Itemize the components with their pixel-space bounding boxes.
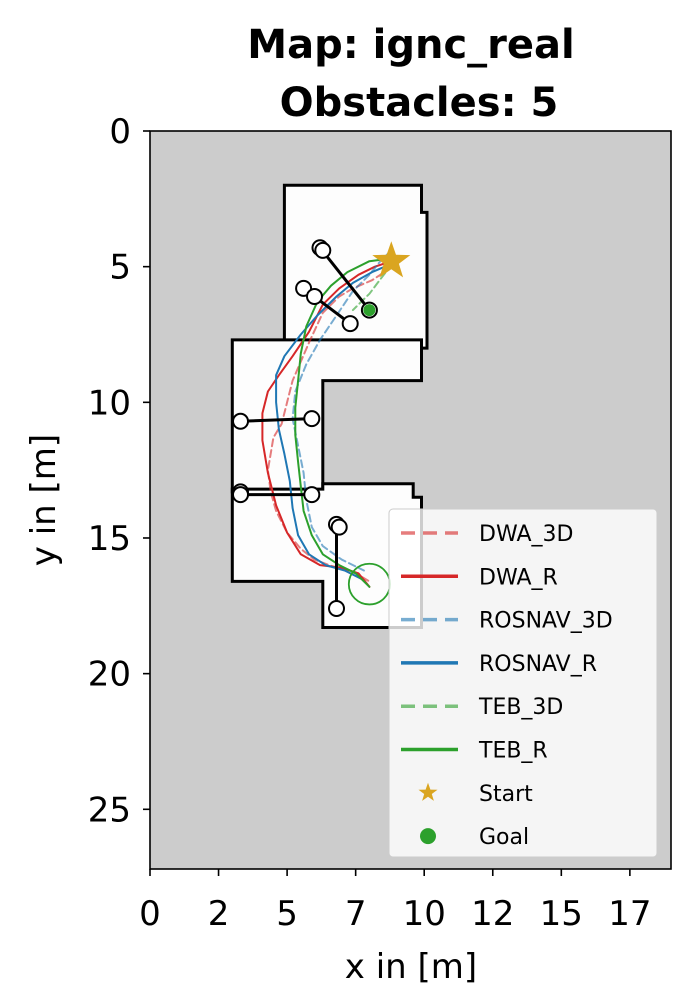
chart-title-line-2: Obstacles: 5 (280, 80, 559, 126)
obstacle-path-1 (318, 246, 371, 312)
y-tick-label-2: 10 (88, 383, 131, 423)
legend-label-teb_3d: TEB_3D (478, 695, 563, 720)
trajectory-teb_r (294, 257, 393, 588)
obstacle-marker-4-2 (232, 486, 249, 504)
legend-label-rosnav_3d: ROSNAV_3D (479, 609, 613, 634)
x-axis-label: x in [m] (345, 947, 477, 987)
start-marker (372, 241, 411, 278)
goal-marker (363, 304, 376, 317)
y-tick-label-0: 0 (109, 112, 131, 152)
obstacle-marker-4-3 (303, 486, 321, 504)
trajectory-dwa_r (261, 260, 393, 588)
x-tick-label-5: 12 (471, 894, 514, 934)
x-tick-label-6: 15 (540, 894, 583, 934)
trajectory-rosnav_r (275, 262, 393, 580)
legend-box (388, 508, 658, 858)
x-tick-label-0: 0 (139, 894, 161, 934)
x-tick-label-7: 17 (608, 894, 651, 934)
obstacle-path-3 (240, 417, 312, 423)
y-axis-label: y in [m] (24, 434, 64, 566)
x-tick-label-3: 7 (345, 894, 367, 934)
axes-frame (149, 130, 672, 870)
y-tick-label-4: 20 (88, 655, 131, 695)
obstacle-marker-3-1 (232, 412, 249, 430)
obstacle-marker-2-3 (341, 315, 359, 333)
legend: DWA_3D DWA_R ROSNAV_3D ROSNAV_R TEB_3D TEB_R S… (388, 508, 658, 858)
chart-title-line-1: Map: ignc_real (247, 22, 574, 68)
obstacle-marker-2-2 (306, 288, 323, 305)
legend-label-dwa_3d: DWA_3D (479, 522, 573, 547)
legend-label-dwa_r: DWA_R (479, 565, 558, 590)
trajectory-rosnav_3d (291, 249, 393, 572)
x-tick-label-1: 2 (208, 894, 230, 934)
obstacle-marker-3-2 (303, 410, 321, 428)
legend-start-icon (418, 782, 438, 801)
legend-label-start: Start (479, 782, 533, 807)
y-tick-label-1: 5 (109, 248, 131, 288)
x-tick-label-2: 5 (276, 894, 298, 934)
obstacle-marker-1-2 (314, 241, 332, 259)
obstacle-marker-5-2 (330, 518, 348, 536)
obstacle-marker-5-3 (328, 600, 345, 617)
legend-label-rosnav_r: ROSNAV_R (479, 652, 597, 677)
y-tick-label-5: 25 (88, 790, 131, 830)
y-tick-label-3: 15 (88, 519, 131, 559)
legend-label-teb_r: TEB_R (478, 739, 548, 764)
legend-label-goal: Goal (479, 825, 529, 850)
legend-goal-icon (420, 828, 436, 845)
trajectory-dwa_3d (266, 265, 393, 583)
x-tick-label-4: 10 (403, 894, 446, 934)
trajectory-teb_3d (351, 262, 393, 312)
